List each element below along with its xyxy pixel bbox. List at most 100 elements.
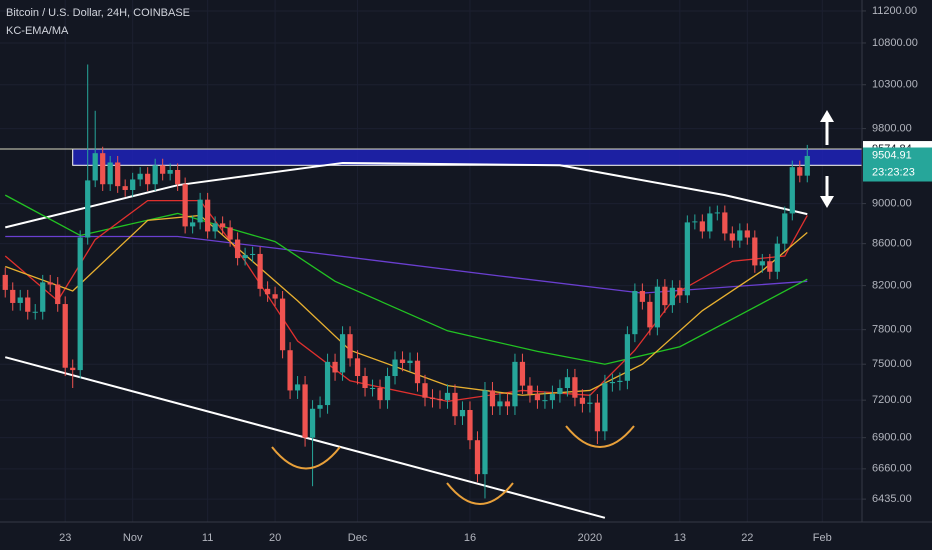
candle-body [624,334,631,381]
candle-body [272,294,278,299]
candle-body [587,402,593,404]
candle-body [40,282,46,312]
arrow-head [820,110,834,122]
candle-body [212,223,218,232]
candle-body [699,221,705,232]
y-tick-label: 6435.00 [872,493,912,505]
candle-body [107,162,113,185]
candle-body [512,361,518,407]
indicator-name: KC-EMA/MA [6,25,69,37]
y-tick-label: 7500.00 [872,358,912,370]
candle-body [339,334,346,373]
candle-body [145,173,151,185]
y-tick-label: 11200.00 [872,5,917,17]
candle-body [684,222,690,296]
candle-body [519,361,526,386]
candle-body [392,359,398,377]
grid [0,0,862,522]
candle-body [317,405,323,409]
candle-body [639,290,646,302]
candle-body [115,162,121,187]
candle-body [504,401,511,407]
candle-body [100,153,106,185]
candle-body [579,397,586,404]
candle-body [632,290,638,335]
candle-body [354,358,361,377]
candle-body [377,388,383,401]
candle-body [422,383,428,398]
last-price-box [863,147,932,182]
candle-body [2,274,8,290]
zone [72,148,863,166]
candle-body [654,286,660,328]
y-tick-label: 10300.00 [872,79,918,91]
candle-body [242,254,248,259]
candle-body [647,301,653,328]
candle-body [369,388,376,390]
candle-body [714,212,720,214]
pattern-curve [565,425,635,448]
candle-body [219,223,226,228]
y-tick-label: 9800.00 [872,122,912,134]
candle-body [452,392,458,417]
candle-body [257,253,263,289]
candle-body [182,184,188,227]
candle-body [669,287,675,306]
y-tick-label: 10800.00 [872,37,918,49]
candle-body [729,233,735,241]
candle-body [10,289,16,303]
x-tick-label: 22 [741,532,753,544]
pattern-curve [271,446,341,470]
candle-body [347,334,353,359]
candle-body [429,397,436,399]
indicator-line [4,200,808,403]
candle-body [782,213,788,244]
candle-body [617,380,623,383]
y-tick-label: 6660.00 [872,463,912,475]
candle-body [602,383,608,432]
candle-body [287,350,293,391]
candle-body [497,401,503,407]
indicator-line [4,194,808,365]
candle-body [414,360,421,384]
y-tick-label: 7800.00 [872,324,912,336]
indicator-line [5,161,808,229]
candle-body [47,282,53,285]
candle-body [205,199,211,232]
candle-body [594,402,601,432]
price-axis [862,0,932,550]
candle-body [774,243,780,272]
candle-body [467,410,473,441]
x-tick-label: 11 [202,532,213,544]
chart-title: Bitcoin / U.S. Dollar, 24H, COINBASE [6,7,190,19]
candle-body [572,377,578,398]
candle-body [564,377,571,389]
candle-body [160,165,166,174]
candle-body [197,199,203,223]
candle-body [482,390,488,475]
x-tick-label: Dec [348,532,368,544]
candle-body [302,384,308,438]
candle-body [804,155,810,176]
arrows [820,110,834,208]
candle-body [62,304,68,368]
candle-body [557,388,563,395]
candle-body [692,221,698,223]
y-tick-label: 9000.00 [872,197,912,209]
candle-body [662,286,668,306]
candle-body [789,167,795,214]
x-tick-label: 16 [464,532,476,544]
drawings [271,425,635,505]
candle-body [309,408,316,438]
candle-body [167,169,173,174]
x-tick-label: 20 [269,532,281,544]
candle-body [744,230,750,238]
y-tick-label: 8600.00 [872,238,912,250]
candle-body [70,367,76,371]
candle-body [542,400,548,402]
candle-body [384,376,391,401]
last-price-label: 9504.91 [872,149,912,161]
axes: 11200.00 10800.00 10300.00 9800.00 9000.00 86… [59,5,932,544]
candle-body [609,382,616,384]
